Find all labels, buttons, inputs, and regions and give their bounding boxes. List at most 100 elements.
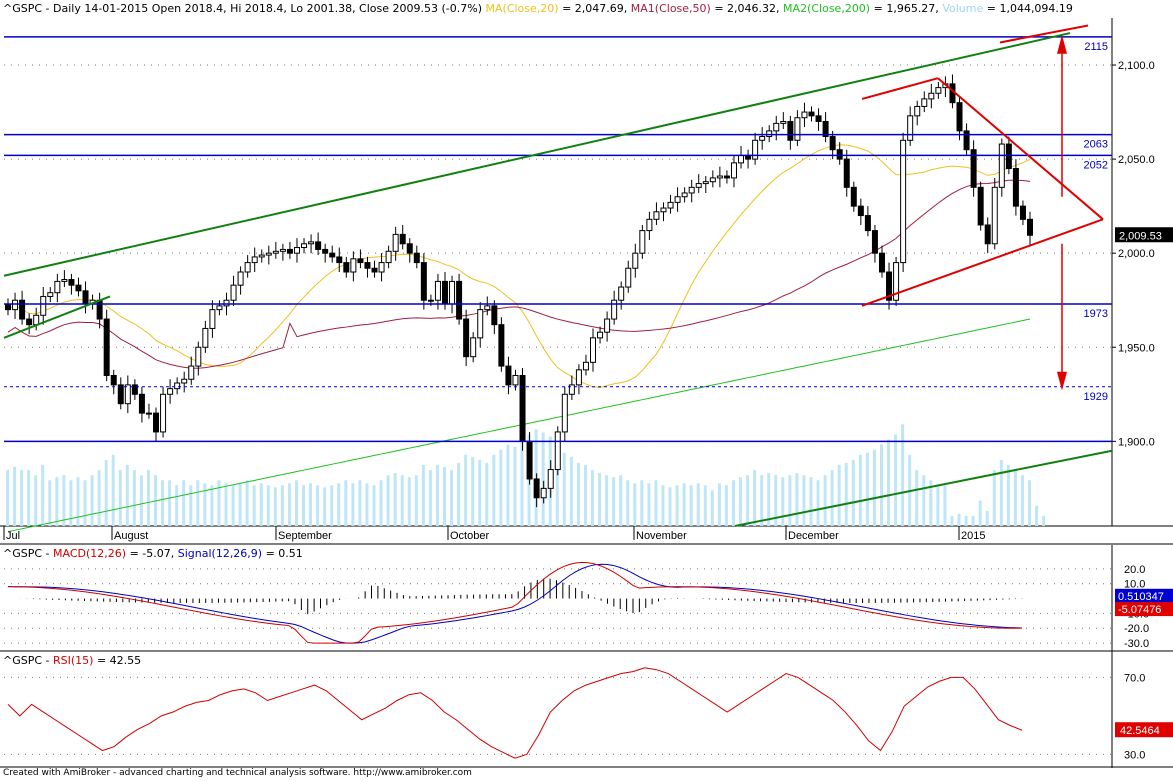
y-tick-label: -30.0 [1124, 638, 1149, 650]
macd-value-box [1115, 602, 1173, 617]
x-tick-label: 2015 [961, 530, 985, 542]
candle-body [19, 299, 26, 320]
volume-label: Volume [942, 2, 984, 15]
candle-body [385, 250, 392, 264]
candle-body [258, 254, 265, 258]
candle-body [970, 149, 977, 188]
volume-bar [287, 483, 291, 526]
candle-body [117, 384, 124, 405]
volume-bar [598, 473, 602, 526]
volume-bar [6, 470, 9, 526]
volume-bar [492, 454, 496, 526]
volume-bar [823, 475, 827, 526]
candle-body [343, 262, 350, 273]
volume-bar [964, 515, 968, 526]
volume-value: = 1,044,094.19 [986, 2, 1073, 15]
volume-bar [626, 480, 630, 526]
ma50-value: = 2,046.32, [714, 2, 780, 15]
volume-bar [760, 475, 764, 526]
x-tick-label: September [278, 530, 332, 542]
y-tick-label: 70.0 [1124, 672, 1145, 684]
candle-body [470, 337, 477, 358]
volume-bar [457, 462, 461, 526]
price-chart: 2115 2063 2052 1973 1929 2,100.0 2,050.0 2,000.… [0, 18, 1173, 545]
candle-body [279, 248, 286, 252]
candle-body [1019, 205, 1026, 220]
candle-body [843, 158, 850, 188]
candle-body [68, 279, 75, 286]
volume-bar [576, 462, 580, 526]
candle-body [230, 284, 237, 301]
volume-bar [541, 432, 545, 526]
wedge-lower [861, 218, 1104, 307]
volume-bar [323, 487, 327, 526]
candle-body [145, 412, 152, 415]
candle-body [568, 384, 575, 395]
candle-body [202, 327, 209, 348]
candle-body [5, 303, 11, 311]
candle-body [26, 318, 33, 326]
volume-bar [464, 454, 468, 526]
candle-body [850, 186, 857, 207]
candle-body [477, 309, 484, 339]
wedge-upper-right [937, 77, 1104, 221]
candle-body [723, 175, 730, 179]
volume-bar [83, 480, 87, 526]
candle-body [12, 299, 19, 311]
volume-bar [767, 473, 771, 526]
volume-bar [915, 470, 919, 526]
candle-body [871, 230, 878, 254]
rsi-value-box [1115, 722, 1173, 738]
price-pane[interactable]: ^GSPC - Daily 14-01-2015 Open 2018.4, Hi… [0, 0, 1173, 545]
x-tick-label: December [788, 530, 839, 542]
candle-body [357, 258, 364, 264]
candle-body [590, 337, 597, 363]
volume-bar [111, 454, 115, 526]
volume-bar [894, 434, 898, 526]
candle-body [392, 233, 399, 252]
volume-bar [428, 470, 432, 526]
volume-bar [175, 485, 179, 526]
ma20-value: = 2,047.69, [562, 2, 628, 15]
volume-bar [633, 483, 637, 526]
rsi-value-label: 42.5464 [1120, 725, 1160, 737]
candle-body [174, 382, 181, 390]
candle-body [773, 122, 780, 132]
volume-bar [118, 470, 122, 526]
level-label: 1973 [1084, 308, 1108, 320]
candle-body [350, 258, 357, 273]
volume-bar [971, 515, 975, 526]
candle-body [484, 305, 491, 311]
candle-body [864, 215, 871, 232]
volume-bar [506, 444, 510, 526]
macd-pane[interactable]: ^GSPC - MACD(12,26) = -5.07, Signal(12,2… [0, 545, 1173, 652]
y-tick-label: 2,050.0 [1118, 154, 1155, 166]
volume-bar [879, 444, 883, 526]
volume-bar [302, 485, 306, 526]
candle-body [124, 384, 131, 405]
candle-body [766, 130, 773, 138]
volume-bar [316, 485, 320, 526]
volume-bar [583, 464, 587, 526]
volume-bar [943, 485, 947, 526]
macd-chart: 20.010.0-10.0-20.0-30.00.510347-5.07476 [0, 545, 1173, 652]
volume-bar [1006, 464, 1010, 526]
candle-body [47, 292, 54, 297]
candle-body [512, 374, 519, 386]
macd-value-label: -5.07476 [1118, 604, 1161, 616]
candle-body [695, 183, 702, 188]
volume-bar [851, 459, 855, 526]
volume-bar [1013, 470, 1017, 526]
target-line-red [999, 24, 1089, 44]
candle-body [526, 440, 533, 480]
volume-bar [34, 475, 38, 526]
x-tick-label: August [114, 530, 148, 542]
candle-body [674, 196, 681, 203]
candle-body [153, 412, 160, 433]
candle-body [688, 186, 695, 194]
rsi-pane[interactable]: ^GSPC - RSI(15) = 42.55 70.0 30.0 42.5464 [0, 652, 1173, 768]
volume-bar [887, 439, 891, 526]
candle-body [138, 393, 145, 414]
candle-body [998, 143, 1005, 188]
volume-bar [168, 480, 172, 526]
